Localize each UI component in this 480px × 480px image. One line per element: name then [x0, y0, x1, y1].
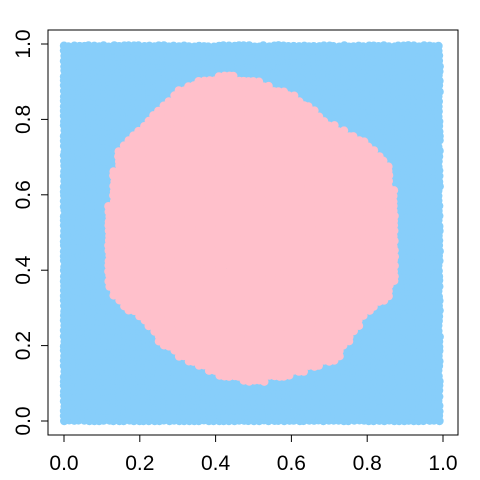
point-blue: [124, 352, 133, 361]
point-blue: [129, 317, 138, 326]
point-blue: [435, 282, 444, 291]
point-blue: [394, 317, 403, 326]
point-blue: [389, 392, 398, 401]
data-points: [59, 41, 444, 426]
point-blue: [114, 317, 123, 326]
